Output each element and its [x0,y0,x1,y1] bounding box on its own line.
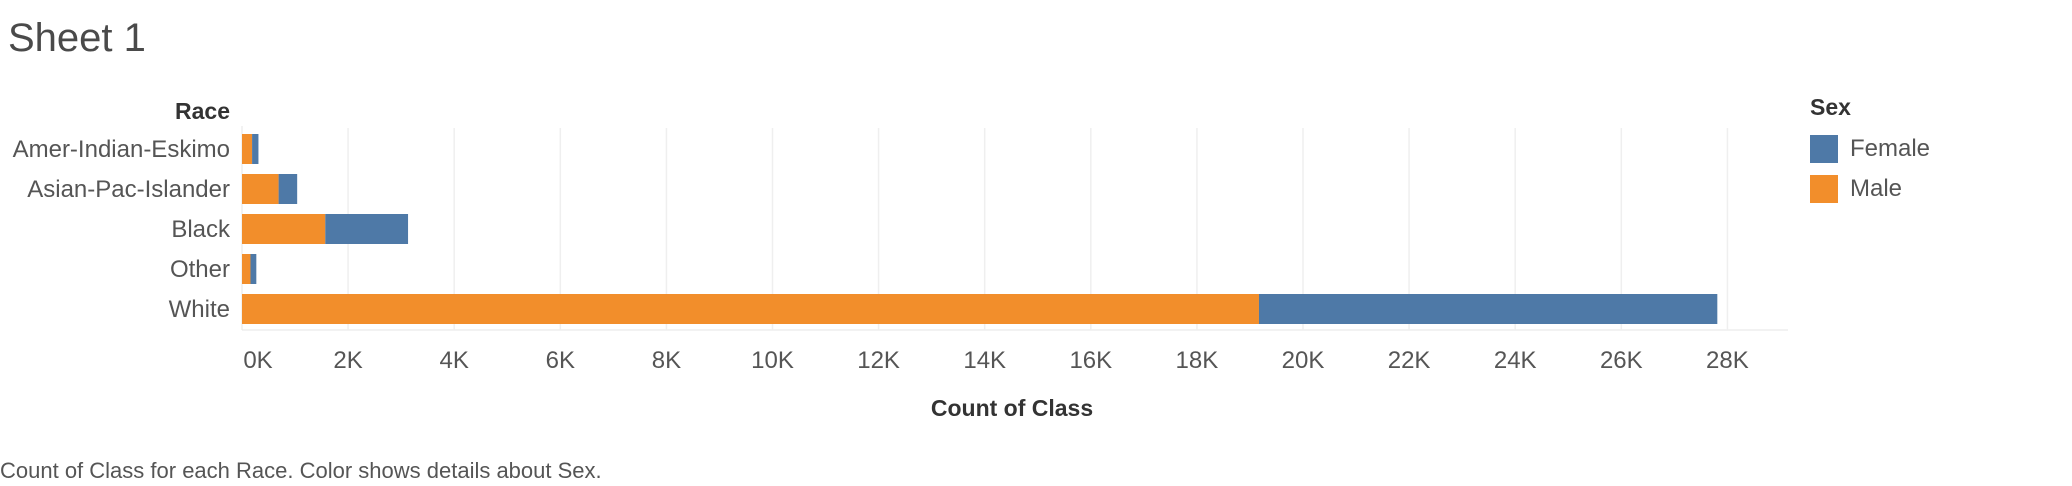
bar-male[interactable] [242,174,279,204]
x-tick-label: 14K [963,347,1006,374]
legend-item-male[interactable]: Male [1810,169,1930,209]
legend-swatch-female [1810,135,1838,163]
bars [242,134,1718,324]
bar-male[interactable] [242,294,1259,324]
x-tick-label: 0K [243,347,272,374]
x-tick-label: 10K [751,347,794,374]
x-tick-label: 2K [333,347,362,374]
category-label: Asian-Pac-Islander [27,176,230,203]
x-tick-label: 22K [1388,347,1431,374]
bar-female[interactable] [252,134,259,164]
sheet-title: Sheet 1 [8,16,146,60]
x-tick-label: 6K [546,347,575,374]
row-header: Race [175,98,230,124]
legend-item-female[interactable]: Female [1810,129,1930,169]
bar-female[interactable] [250,254,257,284]
category-label: Amer-Indian-Eskimo [13,136,230,163]
legend-title: Sex [1810,94,1851,120]
bar-male[interactable] [242,134,253,164]
bar-female[interactable] [325,214,409,244]
legend: Sex Female Male [1810,94,1930,209]
x-axis-title: Count of Class [931,395,1093,421]
bar-female[interactable] [1258,294,1718,324]
chart-caption: Count of Class for each Race. Color show… [0,458,602,483]
legend-label-male: Male [1850,175,1903,202]
x-tick-label: 26K [1600,347,1643,374]
x-tick-label: 28K [1706,347,1749,374]
x-tick-label: 12K [857,347,900,374]
legend-label-female: Female [1850,135,1931,162]
legend-swatch-male [1810,175,1838,203]
x-tick-label: 4K [440,347,469,374]
x-tick-label: 20K [1282,347,1325,374]
bar-male[interactable] [242,254,251,284]
category-label: Black [171,216,231,243]
x-tick-label: 8K [652,347,681,374]
x-axis-ticks: 0K 2K 4K 6K 8K 10K 12K 14K 16K 18K 20K 22K 24K 26K 28K [243,347,1748,374]
x-tick-label: 24K [1494,347,1537,374]
category-labels: Amer-Indian-Eskimo Asian-Pac-Islander Blac… [13,136,231,323]
bar-male[interactable] [242,214,326,244]
x-tick-label: 18K [1176,347,1219,374]
bar-female[interactable] [278,174,298,204]
category-label: White [169,296,230,323]
x-tick-label: 16K [1069,347,1112,374]
category-label: Other [170,256,230,283]
